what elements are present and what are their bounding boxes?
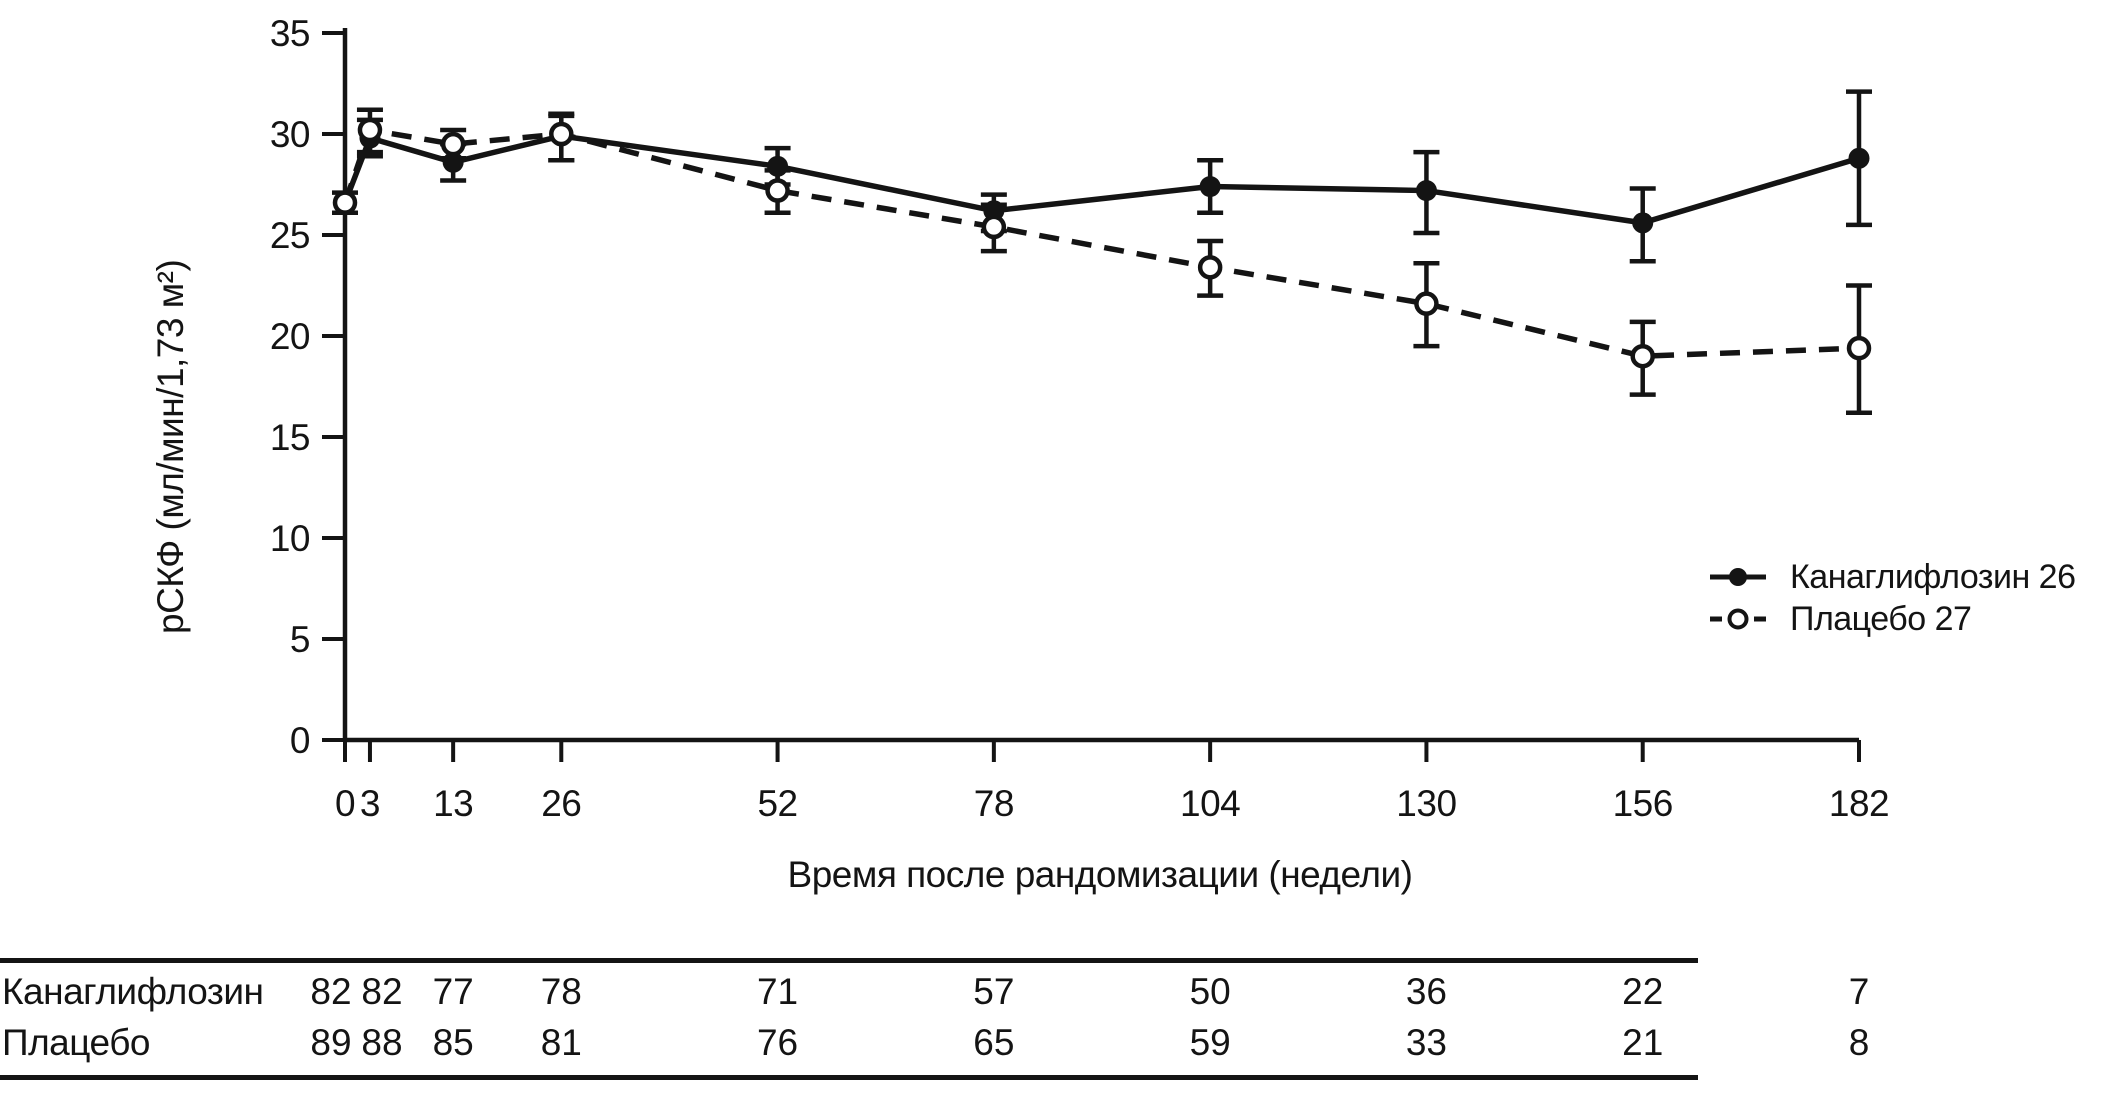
y-tick-label: 5: [290, 619, 310, 660]
risk-count: 21: [1622, 1022, 1664, 1063]
x-tick-label: 13: [433, 783, 473, 824]
risk-count: 57: [973, 971, 1015, 1012]
y-tick-label: 20: [270, 316, 310, 357]
data-point-placebo: [549, 121, 574, 147]
legend-label-canagliflozin: Канаглифлозин 26: [1790, 557, 2076, 596]
x-tick-label: 0: [335, 783, 355, 824]
risk-count: 82: [310, 971, 352, 1012]
y-tick-label: 30: [270, 114, 310, 155]
data-point-canagliflozin: [1199, 176, 1221, 198]
risk-count: 71: [756, 971, 799, 1012]
risk-count: 85: [432, 1022, 474, 1063]
y-tick-label: 35: [270, 13, 310, 54]
x-tick-label: 156: [1613, 783, 1673, 824]
x-tick-label: 130: [1396, 783, 1456, 824]
legend-item-placebo: Плацебо 27: [1708, 598, 2075, 640]
y-tick-label: 25: [270, 215, 310, 256]
data-point-placebo: [1630, 343, 1655, 369]
risk-row-label: Плацебо: [2, 1022, 150, 1063]
data-point-canagliflozin: [767, 155, 789, 177]
series-line-1: [342, 126, 1860, 359]
legend-label-placebo: Плацебо 27: [1790, 599, 1972, 638]
risk-count: 59: [1189, 1022, 1231, 1063]
risk-count: 65: [973, 1022, 1015, 1063]
risk-count: 89: [310, 1022, 352, 1063]
y-tick-label: 15: [270, 417, 310, 458]
x-tick-label: 52: [757, 783, 797, 824]
risk-count: 76: [756, 1022, 799, 1063]
risk-count: 33: [1405, 1022, 1447, 1063]
risk-count: 22: [1622, 971, 1664, 1012]
data-point-placebo: [1197, 255, 1223, 280]
x-tick-label: 26: [541, 783, 581, 824]
data-point-placebo: [981, 214, 1007, 240]
data-point-canagliflozin: [442, 151, 464, 173]
risk-count: 88: [361, 1022, 403, 1063]
data-point-placebo: [1414, 291, 1439, 316]
legend: Канаглифлозин 26 Плацебо 27: [1708, 556, 2076, 640]
data-point-placebo: [765, 178, 790, 203]
risk-count: 81: [540, 1022, 582, 1063]
data-point-placebo: [357, 117, 383, 143]
risk-count: 36: [1405, 971, 1447, 1012]
risk-count: 7: [1848, 971, 1870, 1012]
x-tick-label: 3: [360, 783, 380, 824]
data-point-canagliflozin: [1415, 180, 1437, 202]
y-axis-label: рСКФ (мл/мин/1,73 м²): [150, 259, 191, 634]
x-axis-label: Время после рандомизации (недели): [787, 854, 1413, 895]
data-point-placebo: [1846, 335, 1872, 361]
risk-count: 50: [1189, 971, 1231, 1012]
risk-count: 8: [1848, 1022, 1870, 1063]
open-circle-dashed-line-icon: [1710, 608, 1766, 630]
y-tick-label: 10: [270, 518, 310, 559]
x-tick-label: 182: [1829, 783, 1889, 824]
legend-item-canagliflozin: Канаглифлозин 26: [1708, 556, 2076, 598]
data-point-placebo: [440, 131, 466, 157]
data-point-placebo: [332, 190, 358, 215]
series-line-0: [342, 133, 1860, 226]
risk-count: 77: [432, 971, 474, 1012]
x-tick-label: 78: [974, 783, 1014, 824]
data-point-canagliflozin: [1848, 147, 1870, 169]
filled-circle-solid-line-icon: [1710, 568, 1766, 586]
table-rule-top: [0, 958, 1698, 963]
x-tick-label: 104: [1180, 783, 1240, 824]
y-tick-label: 0: [290, 720, 310, 761]
risk-count: 82: [361, 971, 403, 1012]
data-point-canagliflozin: [1632, 212, 1654, 234]
risk-row-label: Канаглифлозин: [2, 971, 264, 1012]
risk-count: 78: [540, 971, 582, 1012]
table-rule-bottom: [0, 1075, 1698, 1080]
